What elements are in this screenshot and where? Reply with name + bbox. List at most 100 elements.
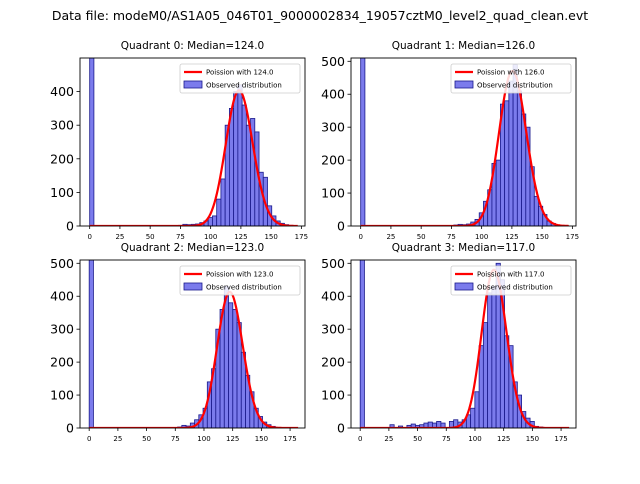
x-tick-label: 175 — [283, 435, 296, 443]
y-tick-label: 400 — [321, 289, 345, 304]
y-tick-label: 400 — [50, 289, 74, 304]
y-tick-label: 400 — [321, 87, 345, 102]
x-tick-label: 175 — [295, 233, 308, 241]
histogram-bar — [241, 104, 247, 226]
legend: Poission with 126.0 Observed distribution — [450, 63, 572, 94]
x-tick-label: 100 — [475, 233, 488, 241]
quadrant-2-chart: Quadrant 2: Median=123.0 0 25 50 75 100 125 150… — [50, 242, 306, 443]
legend-observed-swatch — [183, 80, 203, 89]
legend-observed-label: Observed distribution — [477, 82, 553, 90]
x-tick-label: 125 — [505, 233, 518, 241]
poisson-curve — [89, 290, 299, 428]
histogram-bars — [359, 260, 544, 428]
y-tick-label: 200 — [321, 153, 345, 168]
y-tick-label: 100 — [321, 388, 345, 403]
x-tick-label: 125 — [497, 435, 510, 443]
chart-title: Quadrant 1: Median=126.0 — [392, 40, 535, 52]
x-tick-label: 50 — [413, 435, 422, 443]
legend-box — [179, 265, 301, 296]
histogram-bar — [482, 322, 489, 428]
x-tick-label: 0 — [87, 233, 91, 241]
axes-frame — [79, 259, 306, 429]
histogram-bar — [508, 80, 514, 226]
histogram-bar — [88, 260, 94, 428]
legend-observed-label: Observed distribution — [206, 284, 282, 292]
legend-curve-label: Poission with 123.0 — [206, 271, 274, 279]
x-tick-label: 0 — [358, 435, 362, 443]
x-tick-label: 25 — [384, 435, 393, 443]
histogram-bar — [232, 309, 238, 428]
x-tick-label: 25 — [115, 233, 124, 241]
x-tick-label: 75 — [442, 435, 451, 443]
x-tick-label: 50 — [417, 233, 426, 241]
y-tick-label: 100 — [321, 186, 345, 201]
poisson-curve — [360, 268, 570, 428]
histogram-bar — [487, 292, 493, 428]
x-tick-label: 175 — [566, 233, 579, 241]
histogram-bar — [237, 84, 243, 226]
histogram-bar — [360, 58, 366, 226]
y-tick-label: 100 — [50, 388, 74, 403]
legend-box — [450, 63, 572, 94]
histogram-bar — [223, 285, 229, 428]
axes-frame — [350, 259, 577, 429]
histogram-bar — [220, 178, 226, 226]
y-tick-label: 200 — [50, 355, 74, 370]
x-tick-label: 125 — [226, 435, 239, 443]
x-tick-label: 25 — [386, 233, 395, 241]
x-tick-label: 0 — [358, 233, 362, 241]
y-tick-label: 0 — [66, 421, 74, 436]
y-tick-label: 500 — [321, 54, 345, 69]
y-tick-label: 400 — [50, 84, 74, 99]
quadrant-3-chart: Quadrant 3: Median=117.0 0 25 50 75 100 125 150… — [321, 242, 577, 443]
x-tick-label: 125 — [234, 233, 247, 241]
histogram-bar — [228, 108, 235, 226]
x-tick-label: 25 — [113, 435, 122, 443]
histogram-bar — [495, 159, 501, 226]
histogram-bar — [478, 345, 484, 428]
legend-observed-label: Observed distribution — [206, 82, 282, 90]
legend-observed-label: Observed distribution — [477, 284, 553, 292]
legend-observed-swatch — [183, 282, 203, 291]
chart-title: Quadrant 3: Median=117.0 — [392, 242, 535, 254]
y-tick-label: 0 — [66, 219, 74, 234]
legend: Poission with 124.0 Observed distribution — [179, 63, 301, 94]
y-tick-label: 0 — [337, 421, 345, 436]
x-tick-label: 100 — [468, 435, 481, 443]
histogram-bar — [212, 215, 218, 226]
legend: Poission with 123.0 Observed distribution — [179, 265, 301, 296]
legend-box — [450, 265, 572, 296]
histogram-bar — [245, 124, 251, 226]
quadrant-0-chart: Quadrant 0: Median=124.0 0 25 50 75 100 125 150… — [50, 40, 308, 241]
y-tick-label: 300 — [50, 322, 74, 337]
x-tick-label: 100 — [197, 435, 210, 443]
histogram-bar — [89, 58, 95, 226]
y-tick-label: 300 — [321, 322, 345, 337]
y-tick-label: 300 — [321, 120, 345, 135]
x-tick-label: 75 — [447, 233, 456, 241]
legend-curve-label: Poission with 117.0 — [477, 271, 545, 279]
chart-title: Quadrant 2: Median=123.0 — [121, 242, 264, 254]
legend-curve-label: Poission with 126.0 — [477, 69, 545, 77]
y-tick-label: 500 — [50, 256, 74, 271]
y-tick-label: 300 — [50, 118, 74, 133]
x-tick-label: 75 — [176, 233, 185, 241]
axes-frame — [79, 57, 306, 227]
y-tick-label: 100 — [50, 185, 74, 200]
histogram-bar — [228, 302, 234, 428]
x-tick-label: 50 — [146, 233, 155, 241]
x-tick-label: 175 — [554, 435, 567, 443]
histogram-bar — [504, 100, 510, 226]
legend-curve-label: Poission with 124.0 — [206, 69, 274, 77]
figure-title: Data file: modeM0/AS1A05_046T01_90000028… — [52, 8, 588, 23]
histogram-bar — [516, 90, 522, 226]
y-tick-label: 200 — [50, 151, 74, 166]
x-tick-label: 100 — [204, 233, 217, 241]
x-tick-label: 150 — [526, 435, 539, 443]
axes-frame — [350, 57, 577, 227]
y-tick-label: 200 — [321, 355, 345, 370]
quadrant-1-chart: Quadrant 1: Median=126.0 0 25 50 75 100 125 150… — [321, 40, 579, 241]
chart-title: Quadrant 0: Median=124.0 — [121, 40, 264, 52]
histogram-bar — [470, 407, 476, 428]
